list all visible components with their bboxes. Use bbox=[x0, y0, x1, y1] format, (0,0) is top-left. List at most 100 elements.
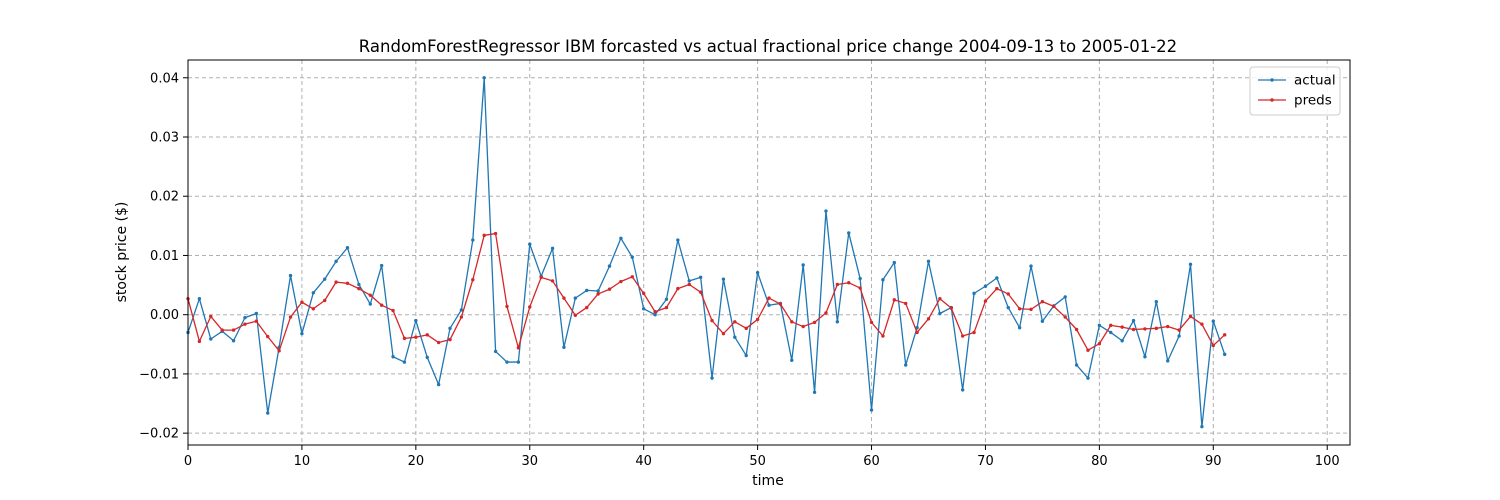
data-point-actual bbox=[721, 277, 726, 281]
data-point-preds bbox=[949, 306, 953, 310]
data-point-preds bbox=[824, 311, 828, 315]
data-point-preds bbox=[767, 296, 771, 300]
data-point-preds bbox=[1074, 327, 1079, 332]
data-point-actual bbox=[573, 296, 578, 300]
data-point-actual bbox=[379, 263, 384, 268]
x-tick-label: 50 bbox=[749, 454, 766, 469]
data-point-preds bbox=[778, 302, 783, 306]
data-point-preds bbox=[197, 339, 202, 344]
legend-label-actual: actual bbox=[1294, 73, 1336, 89]
data-point-actual bbox=[1063, 295, 1067, 299]
data-point-actual bbox=[630, 255, 634, 259]
x-tick-label: 30 bbox=[521, 454, 538, 469]
data-point-actual bbox=[1097, 323, 1102, 328]
data-point-preds bbox=[220, 328, 224, 332]
data-point-preds bbox=[585, 305, 589, 310]
data-point-preds bbox=[357, 286, 361, 291]
data-point-preds bbox=[1006, 292, 1010, 296]
data-point-preds bbox=[1154, 326, 1159, 331]
y-tick-label: 0.00 bbox=[150, 308, 179, 323]
data-point-actual bbox=[983, 284, 988, 288]
data-point-preds bbox=[459, 315, 464, 319]
data-point-preds bbox=[1052, 304, 1056, 309]
data-point-actual bbox=[733, 335, 737, 339]
data-point-actual bbox=[471, 238, 475, 242]
data-point-actual bbox=[1006, 305, 1010, 310]
data-point-preds bbox=[630, 275, 634, 279]
data-point-actual bbox=[528, 242, 532, 246]
data-point-preds bbox=[938, 297, 942, 301]
data-point-preds bbox=[676, 286, 680, 291]
data-point-actual bbox=[436, 382, 441, 387]
data-point-preds bbox=[721, 331, 726, 336]
data-point-actual bbox=[209, 337, 213, 341]
data-point-actual bbox=[710, 376, 714, 380]
data-point-actual bbox=[288, 273, 293, 278]
data-point-preds bbox=[733, 320, 737, 324]
data-point-preds bbox=[915, 330, 919, 335]
data-point-actual bbox=[1211, 319, 1215, 323]
data-point-preds bbox=[1109, 323, 1113, 328]
data-point-preds bbox=[641, 291, 646, 296]
data-point-preds bbox=[288, 315, 293, 319]
y-axis: −0.02 −0.01 0.00 0.01 0.02 0.03 0.04 bbox=[139, 71, 188, 442]
data-point-actual bbox=[1188, 262, 1193, 267]
legend-item-preds: preds bbox=[1258, 93, 1332, 109]
data-point-actual bbox=[459, 308, 464, 312]
x-axis: 0 10 20 30 40 50 60 70 80 90 100 bbox=[184, 445, 1340, 469]
data-point-actual bbox=[300, 331, 304, 336]
data-point-preds bbox=[573, 313, 578, 317]
data-point-preds bbox=[1017, 307, 1022, 311]
data-point-actual bbox=[505, 360, 509, 364]
data-point-actual bbox=[619, 236, 623, 240]
data-point-preds bbox=[254, 319, 259, 323]
y-tick-label: −0.02 bbox=[139, 427, 179, 442]
grid bbox=[187, 60, 1350, 445]
data-point-actual bbox=[801, 263, 805, 267]
data-point-actual bbox=[266, 411, 270, 415]
data-point-actual bbox=[790, 358, 794, 362]
data-point-actual bbox=[881, 278, 885, 282]
data-point-preds bbox=[1143, 327, 1147, 331]
data-point-preds bbox=[698, 290, 703, 294]
series-actual bbox=[186, 76, 1227, 429]
data-point-actual bbox=[254, 311, 259, 316]
data-point-preds bbox=[414, 335, 418, 339]
data-point-preds bbox=[1166, 324, 1170, 329]
data-point-preds bbox=[516, 346, 521, 350]
data-point-preds bbox=[904, 301, 908, 306]
data-point-actual bbox=[1166, 359, 1170, 363]
data-point-preds bbox=[311, 307, 316, 311]
x-tick-label: 70 bbox=[977, 454, 994, 469]
y-tick-label: 0.01 bbox=[150, 249, 179, 264]
data-point-preds bbox=[892, 298, 897, 302]
data-point-preds bbox=[926, 317, 931, 321]
data-point-preds bbox=[869, 320, 874, 325]
data-point-preds bbox=[983, 299, 988, 303]
data-point-preds bbox=[1063, 315, 1067, 319]
x-tick-label: 100 bbox=[1315, 454, 1340, 469]
legend-item-actual: actual bbox=[1258, 73, 1336, 89]
data-point-actual bbox=[585, 288, 589, 293]
data-point-preds bbox=[1222, 333, 1227, 337]
x-tick-label: 10 bbox=[294, 454, 311, 469]
data-point-preds bbox=[436, 340, 441, 345]
data-point-preds bbox=[493, 231, 498, 236]
data-point-preds bbox=[425, 333, 429, 337]
data-point-preds bbox=[664, 305, 669, 310]
data-point-preds bbox=[300, 300, 304, 304]
data-point-preds bbox=[1086, 348, 1090, 352]
data-point-preds bbox=[448, 337, 452, 342]
data-point-preds bbox=[391, 308, 395, 313]
data-point-actual bbox=[231, 339, 236, 343]
legend-marker-actual bbox=[1270, 78, 1274, 82]
data-point-preds bbox=[847, 281, 851, 285]
data-point-preds bbox=[960, 334, 965, 338]
data-point-actual bbox=[1120, 339, 1124, 343]
data-point-actual bbox=[641, 307, 646, 311]
y-tick-label: 0.03 bbox=[150, 131, 179, 146]
data-point-actual bbox=[960, 388, 965, 392]
data-point-actual bbox=[323, 277, 327, 281]
data-point-actual bbox=[596, 289, 600, 293]
